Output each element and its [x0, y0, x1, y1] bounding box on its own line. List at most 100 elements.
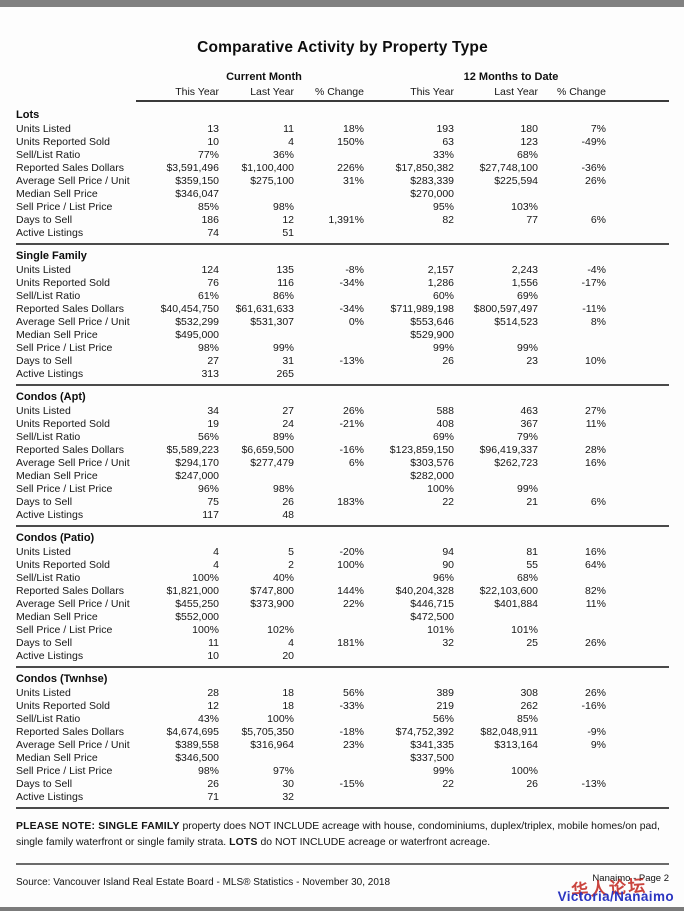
row-label: Sell Price / List Price: [16, 765, 113, 777]
cell-value: 11: [283, 123, 294, 135]
cell-value: [219, 611, 294, 624]
cell-value: 40%: [272, 572, 294, 584]
cell-value: 99%: [432, 765, 454, 777]
cell-value: 75: [207, 496, 219, 508]
footnote: PLEASE NOTE: SINGLE FAMILY property does…: [16, 819, 666, 850]
cell-value: $446,715: [410, 598, 454, 610]
cell-value: 26%: [342, 405, 364, 417]
cell-value: 96%: [197, 483, 219, 495]
cell-value: [538, 149, 606, 162]
row-label: Sell/List Ratio: [16, 149, 81, 161]
row-label: Units Listed: [16, 405, 71, 417]
cell-value: 100%: [511, 765, 538, 777]
cell-value: -13%: [339, 355, 364, 367]
cell-value: [454, 611, 538, 624]
cell-value: 74: [207, 227, 219, 239]
cell-value: 28: [207, 687, 219, 699]
row-label: Sell/List Ratio: [16, 431, 81, 443]
report-content: Comparative Activity by Property Type Cu…: [16, 7, 674, 911]
cell-value: 7%: [590, 123, 606, 135]
row-label: Active Listings: [16, 650, 84, 662]
cell-value: 27: [207, 355, 219, 367]
cell-value: $495,000: [175, 329, 219, 341]
cell-value: $294,170: [175, 457, 219, 469]
cell-value: -20%: [339, 546, 364, 558]
table-row: Active Listings 74 51: [16, 227, 669, 240]
cell-value: 26: [207, 778, 219, 790]
cell-value: 103%: [511, 201, 538, 213]
cell-value: 30: [282, 778, 294, 790]
section-divider: [16, 666, 669, 668]
footer-rule: [16, 863, 669, 865]
cell-value: 123: [520, 136, 538, 148]
group-header-12-months: 12 Months to Date: [463, 71, 559, 83]
cell-value: 18: [282, 700, 294, 712]
cell-value: [294, 227, 364, 240]
cell-value: $270,000: [410, 188, 454, 200]
table-row: Average Sell Price / Unit $359,150 $275,10…: [16, 175, 669, 188]
cell-value: [294, 509, 364, 522]
cell-value: [454, 368, 538, 381]
cell-value: $532,299: [175, 316, 219, 328]
cell-value: 63: [442, 136, 454, 148]
cell-value: $3,591,496: [166, 162, 219, 174]
cell-value: $747,800: [250, 585, 294, 597]
cell-value: 34: [207, 405, 219, 417]
column-header-last-year-cm: Last Year: [250, 86, 294, 98]
table-row: Active Listings 313 265: [16, 368, 669, 381]
cell-value: -11%: [582, 303, 606, 315]
cell-value: [294, 752, 364, 765]
cell-value: 22%: [342, 598, 364, 610]
cell-value: 32: [282, 791, 294, 803]
cell-value: -49%: [581, 136, 606, 148]
cell-value: 308: [520, 687, 538, 699]
cell-value: 11: [208, 637, 219, 649]
cell-value: 135: [276, 264, 294, 276]
cell-value: [538, 431, 606, 444]
cell-value: 36%: [272, 149, 294, 161]
cell-value: 10: [207, 136, 219, 148]
row-label: Average Sell Price / Unit: [16, 457, 130, 469]
row-label: Sell Price / List Price: [16, 624, 113, 636]
cell-value: 69%: [516, 290, 538, 302]
table-row: Units Listed 4 5 -20% 94 81 16%: [16, 546, 669, 559]
table-row: Units Reported Sold 76 116 -34% 1,286 1,556 -1…: [16, 277, 669, 290]
cell-value: 4: [213, 546, 219, 558]
footnote-text-1: property does NOT INCLUDE acreage with h…: [16, 821, 660, 848]
table-row: Median Sell Price $552,000 $472,500: [16, 611, 669, 624]
row-label: Days to Sell: [16, 496, 73, 508]
table-row: Active Listings 117 48: [16, 509, 669, 522]
table-row: Units Listed 34 27 26% 588 463 27%: [16, 405, 669, 418]
row-label: Sell/List Ratio: [16, 713, 81, 725]
cell-value: 33%: [432, 149, 454, 161]
cell-value: [364, 791, 454, 804]
cell-value: [294, 188, 364, 201]
cell-value: 588: [436, 405, 454, 417]
cell-value: 43%: [197, 713, 219, 725]
cell-value: 86%: [272, 290, 294, 302]
cell-value: -17%: [581, 277, 606, 289]
cell-value: 313: [201, 368, 219, 380]
cell-value: 100%: [192, 572, 219, 584]
cell-value: 117: [202, 509, 219, 521]
cell-value: [294, 624, 364, 637]
cell-value: 89%: [272, 431, 294, 443]
table-group-header-row: Current Month 12 Months to Date: [16, 70, 669, 85]
cell-value: 81: [526, 546, 538, 558]
blue-watermark-text: Victoria/Nanaimo: [557, 889, 674, 904]
cell-value: [294, 791, 364, 804]
section-title: Lots: [16, 109, 40, 121]
section-title: Condos (Apt): [16, 391, 86, 403]
cell-value: 99%: [516, 483, 538, 495]
row-label: Active Listings: [16, 509, 84, 521]
cell-value: 6%: [590, 496, 606, 508]
cell-value: $389,558: [175, 739, 219, 751]
row-label: Sell Price / List Price: [16, 201, 113, 213]
cell-value: 186: [201, 214, 219, 226]
cell-value: [538, 713, 606, 726]
cell-value: 82: [442, 214, 454, 226]
cell-value: -36%: [581, 162, 606, 174]
cell-value: $316,964: [250, 739, 294, 751]
cell-value: -8%: [345, 264, 364, 276]
